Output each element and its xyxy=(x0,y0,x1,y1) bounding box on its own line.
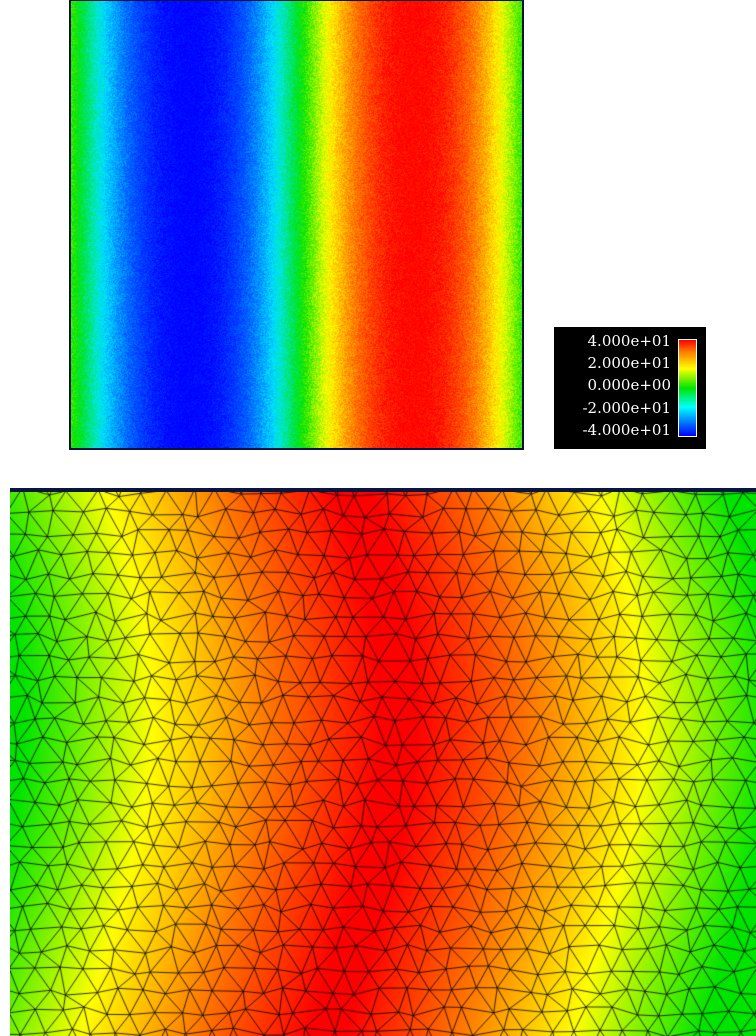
legend-tick-label: -2.000e+01 xyxy=(582,399,671,417)
color-legend: 4.000e+01 2.000e+01 0.000e+00 -2.000e+01… xyxy=(554,327,706,449)
legend-tick-label: 2.000e+01 xyxy=(587,354,671,372)
mesh-canvas xyxy=(10,492,756,1036)
legend-tick-label: 0.000e+00 xyxy=(587,376,671,394)
legend-tick-label: -4.000e+01 xyxy=(582,421,671,439)
field-canvas xyxy=(71,1,522,448)
colorbar-gradient xyxy=(678,339,697,437)
legend-tick-label: 4.000e+01 xyxy=(587,332,671,350)
mesh-plot xyxy=(10,488,756,1036)
scalar-field-plot xyxy=(69,0,524,450)
